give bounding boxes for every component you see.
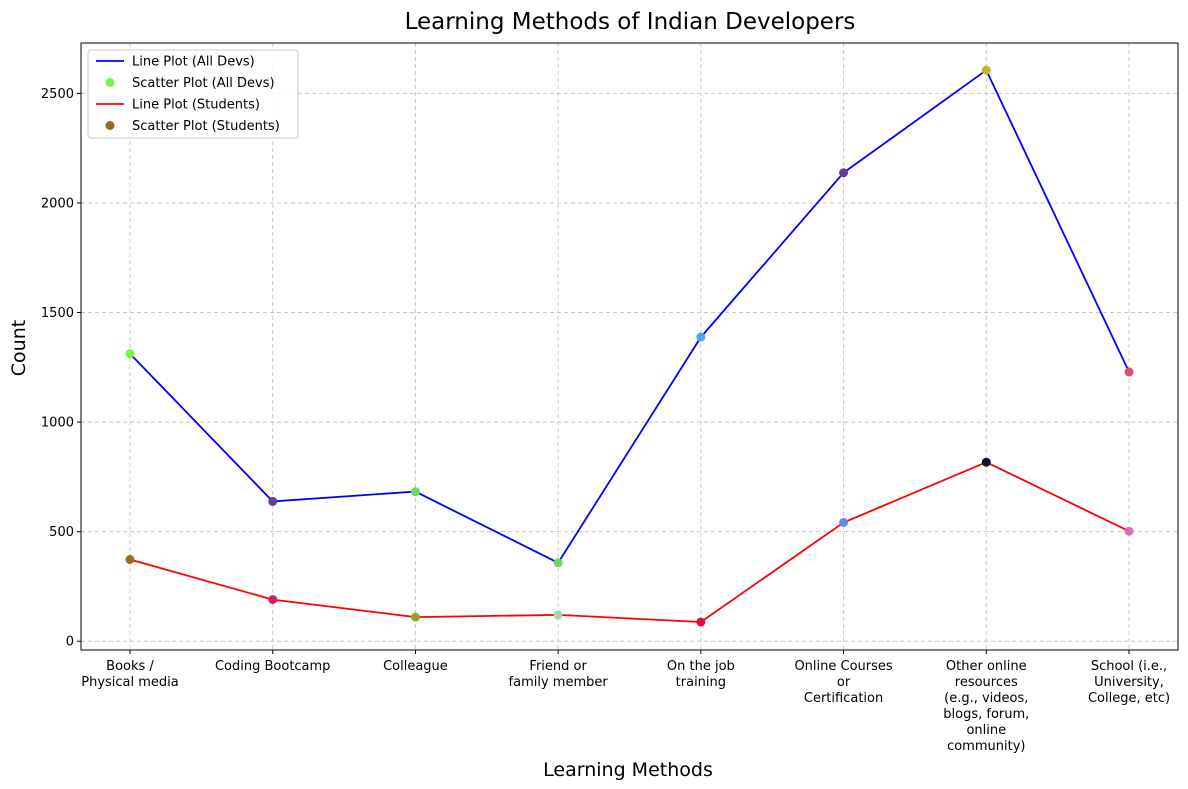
data-point <box>981 65 991 75</box>
data-point <box>839 168 849 178</box>
y-axis: 0 500 1000 1500 2000 2500 <box>41 87 81 650</box>
x-axis-title: Learning Methods <box>543 759 713 781</box>
x-tick-label: (e.g., videos, <box>944 691 1028 706</box>
data-point <box>553 610 563 620</box>
data-point <box>268 496 278 506</box>
series-line <box>129 68 1130 564</box>
x-tick-label: School (i.e., <box>1091 659 1167 674</box>
data-point <box>268 595 278 605</box>
x-tick-label: Physical media <box>81 675 179 690</box>
legend-label: Scatter Plot (Students) <box>132 119 280 134</box>
y-tick-label: 1000 <box>41 416 74 431</box>
x-tick-label: family member <box>509 675 609 690</box>
y-tick-label: 2000 <box>41 196 74 211</box>
legend-label: Scatter Plot (All Devs) <box>132 76 275 91</box>
y-tick-label: 500 <box>49 525 74 540</box>
data-point <box>410 487 420 497</box>
x-tick-label: Friend or <box>529 659 587 674</box>
x-tick-label: Certification <box>804 691 883 706</box>
legend-marker-swatch <box>105 78 115 87</box>
x-tick-label: or <box>837 675 851 690</box>
plot-frame <box>80 42 1179 651</box>
x-tick-label: training <box>676 675 726 690</box>
x-tick-label: Books / <box>106 659 154 674</box>
series-1 <box>125 65 1134 568</box>
legend: Line Plot (All Devs) Scatter Plot (All De… <box>87 49 299 139</box>
data-point <box>696 617 706 627</box>
legend-label: Line Plot (All Devs) <box>132 55 255 70</box>
data-point <box>1124 367 1134 377</box>
data-point <box>839 517 849 527</box>
y-tick-label: 1500 <box>41 306 74 321</box>
x-tick-label: Colleague <box>383 659 448 674</box>
grid <box>81 43 1178 650</box>
x-tick-label: online <box>966 723 1006 738</box>
x-tick-label: Coding Bootcamp <box>215 659 330 674</box>
data-point <box>553 558 563 568</box>
legend-item: Scatter Plot (Students) <box>105 119 280 134</box>
y-tick-label: 0 <box>66 635 74 650</box>
series-2 <box>129 461 1130 623</box>
legend-label: Line Plot (Students) <box>132 98 260 113</box>
x-tick-label: University, <box>1094 675 1164 690</box>
x-tick-label: blogs, forum, <box>943 707 1029 722</box>
legend-box <box>87 49 299 139</box>
x-tick-label: College, etc) <box>1088 691 1170 706</box>
legend-marker-swatch <box>105 121 115 130</box>
data-point <box>410 612 420 622</box>
y-axis-title: Count <box>8 320 30 376</box>
x-tick-label: On the job <box>667 659 735 674</box>
series-3 <box>125 457 1134 627</box>
data-point <box>125 554 135 564</box>
x-tick-label: Other online <box>946 659 1027 674</box>
x-tick-label: Online Courses <box>794 659 892 674</box>
chart-title: Learning Methods of Indian Developers <box>405 9 856 35</box>
data-point <box>125 349 135 359</box>
legend-item: Line Plot (Students) <box>96 98 260 113</box>
legend-item: Scatter Plot (All Devs) <box>105 76 275 91</box>
legend-item: Line Plot (All Devs) <box>96 55 255 70</box>
x-axis: Books /Physical media Coding Bootcamp Coll… <box>81 650 1170 754</box>
y-tick-label: 2500 <box>41 87 74 102</box>
series-line <box>129 461 1130 623</box>
data-point <box>696 332 706 342</box>
x-tick-label: resources <box>955 675 1018 690</box>
series-layer <box>125 65 1134 627</box>
data-point <box>981 457 991 467</box>
series-0 <box>129 68 1130 564</box>
x-tick-label: community) <box>947 739 1025 754</box>
data-point <box>1124 526 1134 536</box>
